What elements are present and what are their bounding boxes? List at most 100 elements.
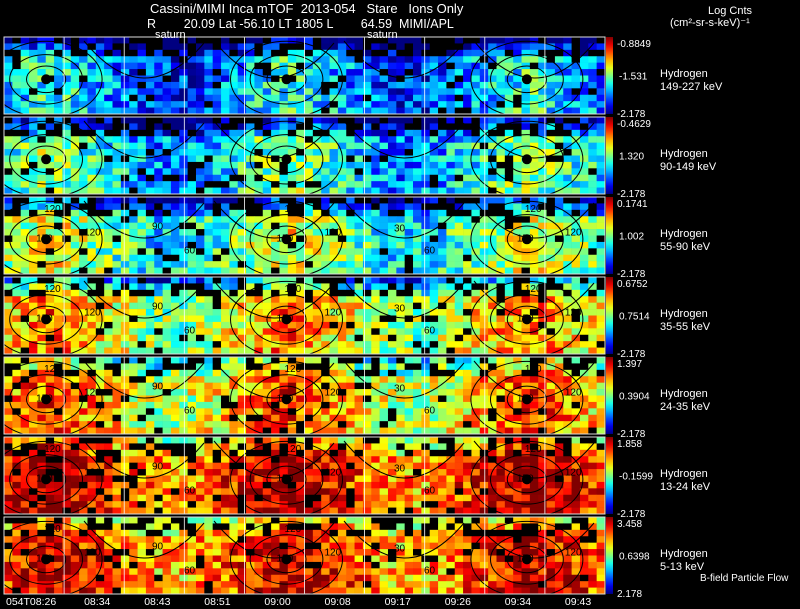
heatmap-cell: [229, 155, 239, 163]
heatmap-cell: [563, 414, 572, 422]
heatmap-cell: [371, 376, 380, 383]
heatmap-cell: [112, 437, 122, 444]
heatmap-cell: [221, 203, 230, 211]
heatmap-cell: [212, 357, 222, 364]
heatmap-cell: [296, 289, 305, 297]
heatmap-cell: [4, 357, 13, 364]
heatmap-cell: [379, 129, 389, 137]
heatmap-cell: [513, 136, 522, 143]
heatmap-cell: [145, 395, 155, 403]
heatmap-cell: [87, 427, 97, 435]
heatmap-cell: [337, 309, 347, 316]
heatmap-cell: [529, 149, 539, 156]
heatmap-cell: [212, 376, 222, 383]
heatmap-cell: [204, 49, 213, 57]
heatmap-cell: [4, 75, 13, 83]
heatmap-cell: [513, 123, 522, 131]
heatmap-cell: [229, 341, 239, 348]
heatmap-cell: [571, 69, 581, 76]
heatmap-cell: [554, 408, 564, 416]
heatmap-cell: [413, 254, 422, 262]
heatmap-cell: [563, 267, 572, 275]
heatmap-cell: [346, 389, 355, 396]
heatmap-cell: [62, 254, 72, 262]
panel-border: [3, 116, 606, 195]
heatmap-cell: [204, 395, 213, 403]
heatmap-cell: [554, 376, 564, 383]
heatmap-cell: [54, 161, 63, 169]
heatmap-cell: [596, 437, 606, 444]
heatmap-cell: [137, 229, 147, 236]
heatmap-cell: [229, 123, 239, 131]
heatmap-cell: [120, 334, 130, 342]
heatmap-cell: [137, 254, 147, 262]
heatmap-cell: [287, 401, 297, 409]
heatmap-cell: [204, 315, 213, 323]
heatmap-cell: [413, 203, 422, 211]
heatmap-cell: [129, 309, 138, 316]
heatmap-cell: [179, 363, 188, 371]
heatmap-cell: [271, 357, 280, 364]
heatmap-cell: [271, 261, 280, 268]
heatmap-cell: [529, 347, 539, 355]
heatmap-cell: [404, 347, 414, 355]
heatmap-cell: [12, 174, 21, 182]
heatmap-cell: [588, 296, 597, 303]
heatmap-cell: [12, 421, 21, 428]
heatmap-cell: [87, 209, 97, 217]
heatmap-cell: [396, 107, 405, 115]
contour-line: [266, 385, 307, 414]
heatmap-cell: [588, 69, 597, 76]
heatmap-cell: [204, 456, 213, 463]
contour-label: 60: [184, 325, 196, 336]
heatmap-cell: [546, 81, 556, 89]
heatmap-cell: [154, 168, 163, 176]
heatmap-cell: [538, 117, 547, 124]
heatmap-cell: [579, 181, 589, 188]
heatmap-cell: [187, 283, 197, 291]
heatmap-cell: [237, 449, 247, 457]
heatmap-cell: [346, 456, 355, 463]
heatmap-cell: [479, 88, 489, 96]
heatmap-cell: [87, 75, 97, 83]
heatmap-cell: [204, 129, 213, 137]
heatmap-cell: [20, 475, 30, 483]
heatmap-cell: [29, 414, 38, 422]
heatmap-cell: [546, 315, 556, 323]
heatmap-cell: [354, 203, 364, 211]
heatmap-cell: [129, 462, 138, 470]
heatmap-cell: [354, 81, 364, 89]
heatmap-cell: [488, 181, 497, 188]
heatmap-cell: [312, 469, 322, 476]
heatmap-cell: [396, 389, 405, 396]
heatmap-cell: [396, 129, 405, 137]
heatmap-cell: [513, 222, 522, 230]
heatmap-cell: [346, 401, 355, 409]
heatmap-cell: [496, 443, 506, 451]
heatmap-cell: [112, 289, 122, 297]
heatmap-cell: [95, 395, 105, 403]
heatmap-cell: [346, 341, 355, 348]
heatmap-cell: [337, 421, 347, 428]
heatmap-cell: [179, 222, 188, 230]
heatmap-cell: [154, 222, 163, 230]
heatmap-cell: [588, 81, 597, 89]
heatmap-cell: [179, 248, 188, 256]
heatmap-cell: [179, 334, 188, 342]
heatmap-cell: [162, 427, 172, 435]
heatmap-cell: [79, 341, 88, 348]
heatmap-cell: [579, 235, 589, 243]
heatmap-cell: [112, 88, 122, 96]
heatmap-cell: [438, 235, 447, 243]
heatmap-cell: [496, 421, 506, 428]
heatmap-cell: [546, 43, 556, 51]
heatmap-cell: [521, 174, 531, 182]
heatmap-cell: [145, 334, 155, 342]
heatmap-cell: [12, 302, 21, 310]
heatmap-cell: [279, 229, 289, 236]
heatmap-cell: [429, 209, 439, 217]
heatmap-cell: [129, 94, 138, 102]
heatmap-cell: [429, 462, 439, 470]
heatmap-cell: [287, 37, 297, 44]
heatmap-cell: [4, 296, 13, 303]
